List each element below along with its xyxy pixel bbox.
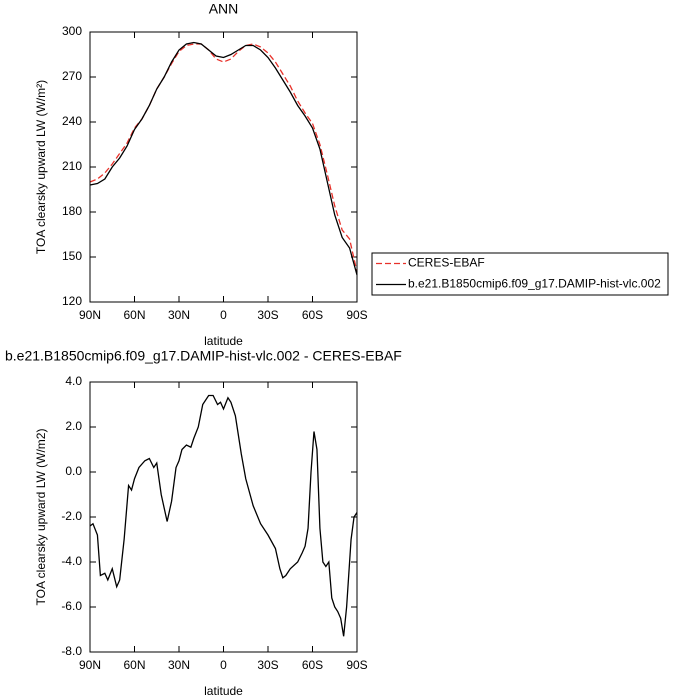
- chart-title: b.e21.B1850cmip6.f09_g17.DAMIP-hist-vlc.…: [5, 348, 402, 364]
- plot-frame: [89, 381, 358, 653]
- x-tick-label: 90S: [346, 308, 367, 322]
- y-tick-label: 0.0: [65, 464, 82, 478]
- x-tick-label: 60N: [123, 308, 145, 322]
- x-tick-label: 60S: [302, 658, 323, 672]
- plot-frame: [89, 31, 358, 303]
- legend-label: b.e21.B1850cmip6.f09_g17.DAMIP-hist-vlc.…: [408, 277, 661, 291]
- x-tick-label: 30S: [257, 308, 278, 322]
- x-axis-label: latitude: [204, 684, 243, 698]
- x-tick-label: 30N: [168, 658, 190, 672]
- y-tick-label: -2.0: [61, 509, 82, 523]
- y-axis-label: TOA clearsky upward LW (W/m2): [34, 429, 48, 606]
- y-tick-label: 120: [62, 294, 82, 308]
- legend-box: [371, 252, 669, 296]
- chart-title: ANN: [209, 1, 239, 17]
- y-tick-label: -6.0: [61, 599, 82, 613]
- data-line: [89, 394, 358, 637]
- x-tick-label: 30S: [257, 658, 278, 672]
- x-axis-label: latitude: [204, 334, 243, 348]
- x-tick-label: 90S: [346, 658, 367, 672]
- y-tick-label: 180: [62, 204, 82, 218]
- x-tick-label: 30N: [168, 308, 190, 322]
- y-tick-label: 2.0: [65, 419, 82, 433]
- y-tick-label: -4.0: [61, 554, 82, 568]
- y-axis-label: TOA clearsky upward LW (W/m²): [34, 80, 48, 254]
- y-tick-label: -8.0: [61, 644, 82, 658]
- x-tick-label: 90N: [79, 658, 101, 672]
- y-tick-label: 210: [62, 159, 82, 173]
- y-tick-label: 270: [62, 69, 82, 83]
- x-tick-label: 90N: [79, 308, 101, 322]
- legend-label: CERES-EBAF: [408, 256, 485, 270]
- x-tick-label: 0: [220, 658, 227, 672]
- x-tick-label: 60S: [302, 308, 323, 322]
- x-tick-label: 0: [220, 308, 227, 322]
- data-line: [89, 41, 358, 276]
- y-tick-label: 240: [62, 114, 82, 128]
- data-line: [89, 43, 358, 273]
- y-tick-label: 300: [62, 24, 82, 38]
- y-tick-label: 150: [62, 249, 82, 263]
- x-tick-label: 60N: [123, 658, 145, 672]
- y-tick-label: 4.0: [65, 374, 82, 388]
